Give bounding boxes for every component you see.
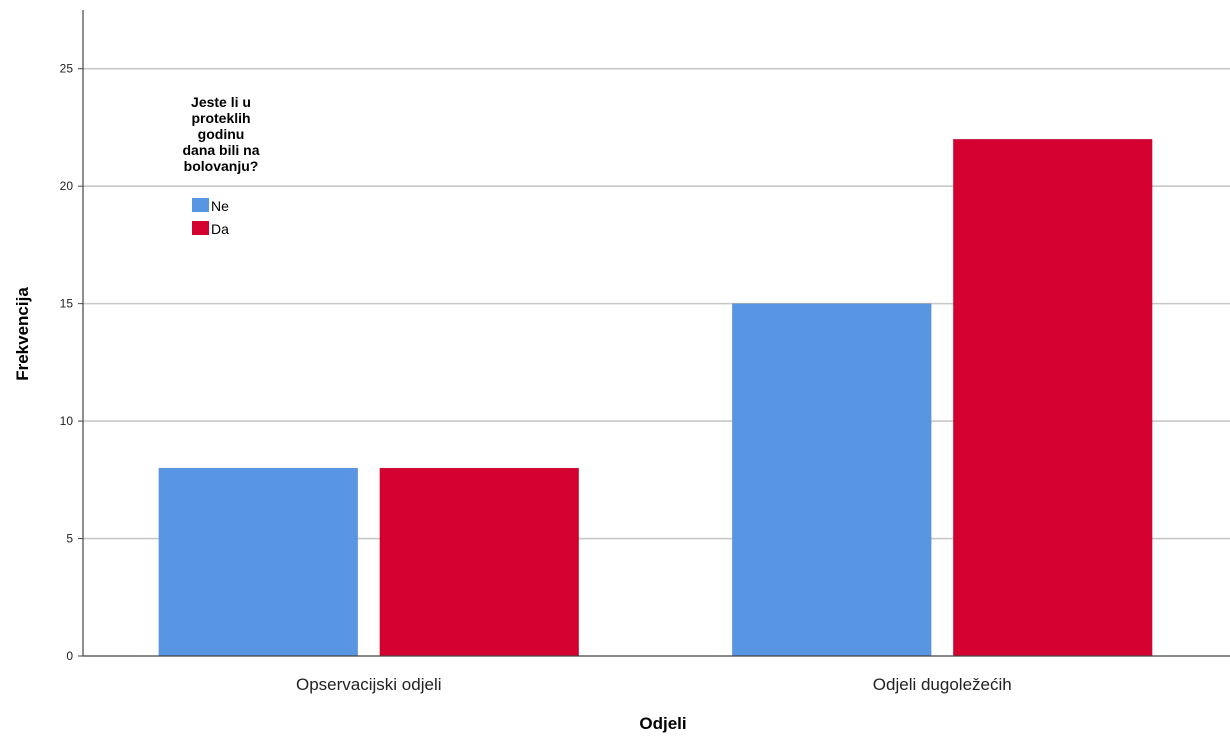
bar-ne (732, 303, 932, 657)
legend-items: Ne Da (192, 198, 229, 237)
legend-title-line: godinu (198, 126, 245, 142)
x-category-label: Opservacijski odjeli (296, 675, 442, 694)
y-tick-labels: 0 5 10 15 20 25 (60, 62, 83, 663)
legend-label-ne: Ne (211, 198, 229, 214)
y-tick-label: 20 (60, 179, 74, 193)
legend-title: Jeste li u proteklih godinu dana bili na bol… (182, 94, 259, 174)
legend-swatch-da (192, 221, 209, 235)
legend: Jeste li u proteklih godinu dana bili na bol… (182, 94, 259, 237)
x-axis-title: Odjeli (639, 714, 686, 733)
y-tick-label: 25 (60, 62, 74, 76)
legend-title-line: proteklih (191, 110, 250, 126)
bars (158, 138, 1153, 657)
x-category-labels: Opservacijski odjeli Odjeli dugoležećih (296, 675, 1012, 694)
y-tick-label: 10 (60, 414, 74, 428)
legend-title-line: dana bili na (182, 142, 259, 158)
legend-title-line: bolovanju? (184, 158, 259, 174)
bar-da (379, 467, 579, 657)
bar-da (953, 138, 1153, 657)
legend-swatch-ne (192, 198, 209, 212)
bar-ne (158, 467, 358, 657)
legend-title-line: Jeste li u (191, 94, 251, 110)
y-axis-title: Frekvencija (13, 287, 32, 381)
axes (82, 10, 1230, 657)
x-category-label: Odjeli dugoležećih (873, 675, 1012, 694)
y-tick-label: 15 (60, 297, 74, 311)
y-tick-label: 0 (66, 649, 73, 663)
legend-label-da: Da (211, 221, 229, 237)
y-tick-label: 5 (66, 532, 73, 546)
